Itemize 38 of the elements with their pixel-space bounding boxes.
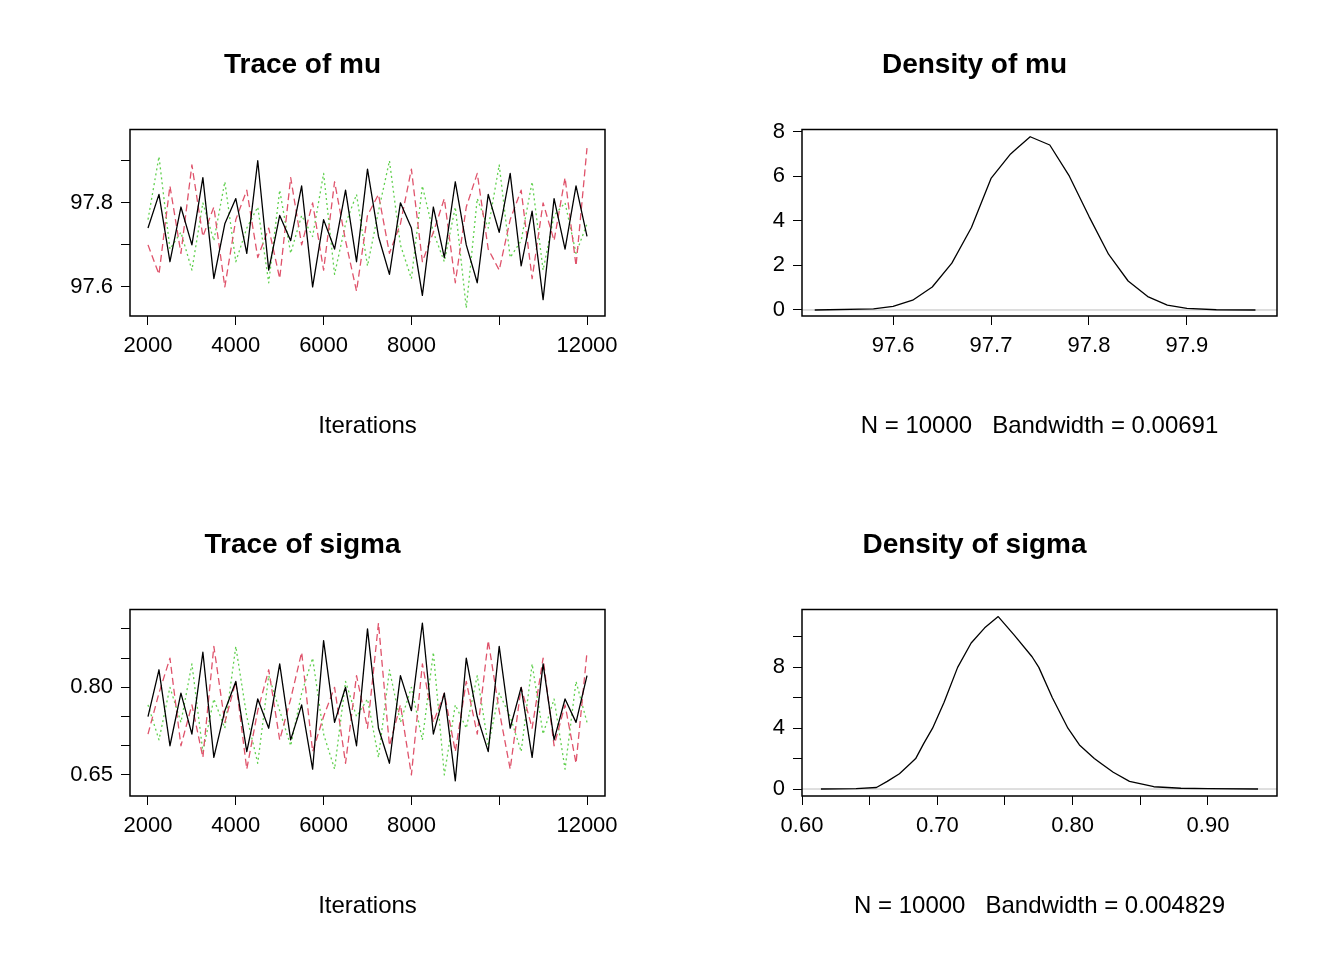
x-axis-title: Iterations <box>318 891 417 919</box>
y-tick-label: 0 <box>772 775 785 801</box>
y-tick-label: 0.80 <box>70 673 113 699</box>
x-tick-label: 97.9 <box>1165 332 1209 358</box>
x-tick-label: 8000 <box>386 812 436 838</box>
y-tick-label: 4 <box>772 714 785 740</box>
x-axis-title: N = 10000 Bandwidth = 0.00691 <box>860 411 1219 439</box>
x-tick-label: 0.70 <box>915 812 959 838</box>
x-tick-label: 97.7 <box>969 332 1013 358</box>
x-tick-label: 97.6 <box>871 332 915 358</box>
chart-title: Trace of mu <box>223 47 382 79</box>
x-tick-label: 12000 <box>556 332 618 358</box>
x-tick-label: 0.60 <box>780 812 824 838</box>
y-tick-label: 6 <box>772 162 785 188</box>
x-tick-label: 0.90 <box>1186 812 1230 838</box>
y-tick-label: 8 <box>772 117 785 143</box>
x-tick-label: 8000 <box>386 332 436 358</box>
chart-title: Trace of sigma <box>204 527 401 559</box>
y-tick-label: 2 <box>772 251 785 277</box>
x-tick-label: 4000 <box>211 332 261 358</box>
x-tick-label: 97.8 <box>1067 332 1111 358</box>
x-axis-title: Iterations <box>318 411 417 439</box>
y-tick-label: 8 <box>772 653 785 679</box>
y-tick-label: 97.8 <box>70 188 113 214</box>
x-tick-label: 6000 <box>299 332 349 358</box>
y-tick-label: 97.6 <box>70 273 113 299</box>
chart-title: Density of sigma <box>862 527 1087 559</box>
y-tick-label: 0 <box>772 296 785 322</box>
x-tick-label: 6000 <box>299 812 349 838</box>
x-axis-title: N = 10000 Bandwidth = 0.004829 <box>854 891 1225 919</box>
x-tick-label: 2000 <box>123 332 173 358</box>
x-tick-label: 4000 <box>211 812 261 838</box>
y-tick-label: 4 <box>772 206 785 232</box>
x-tick-label: 12000 <box>556 812 618 838</box>
y-tick-label: 0.65 <box>70 761 113 787</box>
x-tick-label: 0.80 <box>1051 812 1095 838</box>
x-tick-label: 2000 <box>123 812 173 838</box>
chart-title: Density of mu <box>881 47 1068 79</box>
